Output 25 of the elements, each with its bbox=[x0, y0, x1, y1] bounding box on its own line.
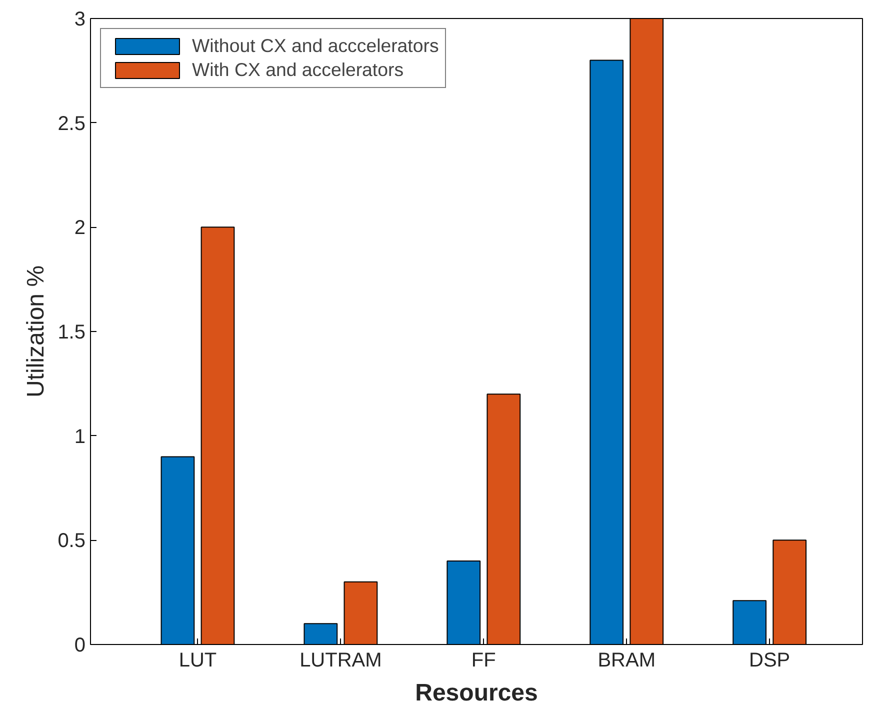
y-tick-label: 0.5 bbox=[58, 530, 86, 552]
y-tick-label: 2.5 bbox=[58, 112, 86, 135]
x-tick-label: FF bbox=[471, 650, 496, 672]
legend-label: With CX and accelerators bbox=[192, 59, 404, 81]
bar bbox=[772, 540, 807, 644]
x-tick-label: LUTRAM bbox=[300, 650, 382, 672]
x-tick-label: BRAM bbox=[598, 650, 656, 672]
legend-label: Without CX and acccelerators bbox=[192, 35, 439, 57]
bar bbox=[344, 581, 378, 644]
bar bbox=[160, 456, 195, 644]
bar bbox=[486, 394, 521, 644]
x-axis-title: Resources bbox=[415, 680, 538, 706]
y-tick-label: 2 bbox=[74, 217, 86, 240]
bar bbox=[446, 560, 481, 644]
x-tick-label: LUT bbox=[178, 650, 217, 672]
bar bbox=[590, 60, 624, 644]
y-tick-label: 3 bbox=[74, 8, 86, 30]
y-tick-label: 1 bbox=[74, 426, 86, 448]
y-tick-label: 0 bbox=[74, 634, 86, 656]
x-tick-label: DSP bbox=[749, 650, 790, 672]
bar bbox=[304, 623, 338, 644]
bar bbox=[732, 600, 766, 644]
y-tick-label: 1.5 bbox=[58, 322, 86, 344]
y-axis-title: Utilization % bbox=[22, 265, 50, 398]
bar bbox=[200, 226, 235, 644]
